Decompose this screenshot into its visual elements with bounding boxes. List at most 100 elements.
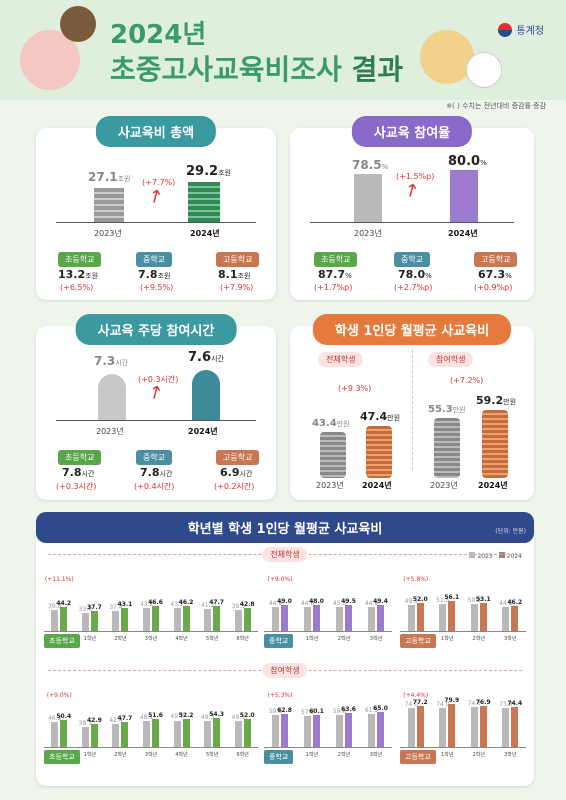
grade-label: 4학년 — [175, 752, 188, 758]
level-change-middle: (+0.4시간) — [134, 482, 175, 491]
grade-label: 6학년 — [236, 752, 249, 758]
bar-2024 — [416, 705, 424, 747]
year-all-2023: 2023년 — [316, 481, 344, 490]
label-2024: 53.1 — [475, 595, 491, 603]
value-all-2023: 43.4만원 — [312, 418, 350, 429]
level-change: (+5.8%) — [403, 576, 429, 583]
grade-label: 2학년 — [472, 752, 485, 758]
level-change-high: (+7.9%) — [220, 283, 254, 292]
label-2024: 42.8 — [239, 601, 255, 609]
logo-icon — [498, 22, 513, 37]
label-2024: 46.2 — [178, 599, 194, 607]
bar-2023 — [112, 611, 120, 631]
value-2024: 80.0% — [448, 154, 487, 169]
bar-2023 — [502, 707, 510, 747]
title-year: 2024년 — [110, 20, 207, 50]
grade-label: 3학년 — [504, 752, 517, 758]
value-2023: 7.3시간 — [94, 354, 129, 368]
label-2024: 54.3 — [209, 711, 225, 719]
level-value-middle: 7.8조원 — [138, 268, 171, 281]
grade-chart-4: 59.6 62.8 중학교 (+5.3%) 57.6 60.1 1학년 59.8 63.6 2학년… — [264, 692, 392, 776]
grade-label: 2학년 — [114, 636, 127, 642]
level-pill-elementary: 초등학교 — [314, 252, 358, 267]
label-2024: 47.7 — [209, 598, 225, 606]
bar-2023 — [204, 720, 212, 747]
label-2024: 56.1 — [444, 594, 460, 602]
year-all-2024: 2024년 — [362, 481, 392, 490]
grade-label: 1학년 — [83, 752, 97, 758]
grade-label: 4학년 — [175, 636, 188, 642]
label-2024: 48.0 — [309, 598, 324, 606]
bar-2024 — [121, 721, 129, 747]
bar-2023 — [81, 612, 89, 631]
label-2023: 33.8 — [78, 605, 93, 613]
bar-2023 — [354, 174, 382, 222]
bar-2023 — [407, 604, 415, 631]
level-pill: 중학교 — [264, 750, 294, 764]
bar-2024 — [182, 606, 190, 631]
plot-area — [400, 700, 526, 748]
card-title: 학년별 학생 1인당 월평균 사교육비 — [36, 512, 534, 543]
value-2024: 7.6시간 — [188, 350, 224, 365]
level-change-elementary: (+6.5%) — [60, 283, 94, 292]
bar-2023 — [336, 606, 343, 631]
bar-2023 — [204, 609, 212, 631]
bar-2023 — [304, 716, 311, 747]
grade-label: 3학년 — [369, 636, 383, 642]
bar-2024 — [377, 712, 384, 747]
level-value-elementary: 87.7% — [318, 268, 352, 281]
level-change: (+9.0%) — [46, 692, 72, 699]
grade-label: 3학년 — [369, 752, 383, 758]
label-2024: 37.7 — [86, 603, 102, 611]
level-pill-high: 고등학교 — [216, 450, 260, 465]
clock-bar-2024 — [192, 370, 220, 420]
label-2023: 49.1 — [231, 713, 245, 721]
card-title: 사교육 주당 참여시간 — [75, 314, 237, 345]
bar-2023 — [336, 715, 343, 747]
bar-2024 — [152, 606, 159, 631]
level-change-elementary: (+1.7%p) — [314, 283, 353, 292]
level-pill: 고등학교 — [400, 750, 436, 764]
baseline — [56, 420, 256, 421]
label-2023: 39.3 — [231, 603, 245, 611]
label-2024: 44.2 — [56, 600, 72, 608]
grade-chart-2: 49.1 52.0 고등학교 (+5.8%) 51.5 56.1 1학년 50.8 53.1 2학… — [400, 576, 526, 660]
level-change-elementary: (+0.3시간) — [56, 482, 97, 491]
bar-2024 — [90, 724, 98, 747]
label-2023: 51.5 — [436, 596, 450, 604]
bar-2024 — [511, 707, 519, 747]
level-value-high: 6.9시간 — [220, 466, 253, 479]
bar-2024 — [60, 607, 68, 631]
section-tag-all: 전체학생 — [262, 547, 308, 562]
year-2023: 2023년 — [354, 229, 382, 238]
change: (+1.5%p) — [396, 172, 435, 181]
bar-2024 — [90, 610, 98, 631]
level-change: (+9.0%) — [267, 576, 293, 583]
bar-2024 — [345, 713, 352, 747]
label-2024: 62.8 — [277, 706, 292, 714]
bar-2024 — [281, 604, 288, 631]
label-2024: 51.6 — [148, 712, 163, 720]
divider — [412, 350, 413, 470]
baseline — [56, 222, 256, 223]
bar-2023 — [112, 724, 120, 747]
grade-label: 2학년 — [472, 636, 485, 642]
label-2023: 46.2 — [48, 715, 62, 723]
label-2023: 48.1 — [139, 714, 154, 722]
bar-2023 — [272, 607, 279, 631]
change-all: (+9.3%) — [338, 384, 372, 393]
label-2024: 52.0 — [412, 596, 428, 604]
value-all-2024: 47.4만원 — [360, 410, 401, 423]
bar-2024 — [511, 606, 519, 631]
bar-2024 — [152, 719, 159, 747]
year-part-2024: 2024년 — [478, 481, 508, 490]
level-pill: 중학교 — [264, 634, 294, 648]
label-2023: 74.5 — [467, 700, 481, 708]
bar-2023 — [272, 715, 279, 747]
card-title: 사교육 참여율 — [351, 116, 473, 147]
label-2023: 57.6 — [300, 709, 315, 717]
grade-label: 6학년 — [236, 636, 249, 642]
label-2023: 50.8 — [467, 596, 481, 604]
card-monthly-per-student: 학생 1인당 월평균 사교육비 전체학생 참여학생 (+9.3%) (+7.2%… — [290, 314, 534, 500]
value-part-2024: 59.2만원 — [476, 394, 517, 407]
